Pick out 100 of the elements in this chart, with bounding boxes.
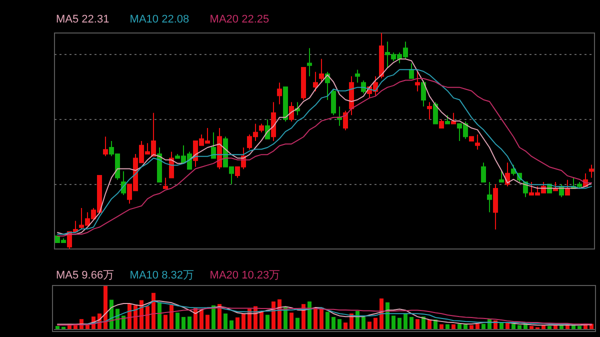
- candlestick: [589, 164, 594, 178]
- candlestick: [421, 80, 426, 107]
- candlestick: [211, 132, 216, 159]
- bar: [530, 326, 534, 329]
- candlestick: [487, 182, 492, 213]
- candlestick: [379, 32, 384, 79]
- candlestick: [307, 48, 312, 77]
- bar: [344, 322, 348, 329]
- bar: [338, 319, 342, 329]
- candlestick: [439, 118, 444, 129]
- candlestick: [553, 182, 558, 192]
- candlestick: [301, 67, 306, 100]
- candlestick: [427, 102, 432, 120]
- bar: [296, 318, 300, 329]
- candlestick: [259, 123, 264, 133]
- bar: [284, 307, 288, 329]
- bar: [218, 304, 222, 329]
- bar: [266, 314, 270, 329]
- bar: [482, 324, 486, 329]
- candlestick: [163, 177, 168, 190]
- bar: [314, 308, 318, 329]
- bar: [332, 316, 336, 329]
- bar: [452, 324, 456, 329]
- candlestick: [451, 112, 456, 124]
- candlestick: [319, 58, 324, 84]
- bar: [374, 318, 378, 329]
- bar: [362, 316, 366, 329]
- bar: [404, 314, 408, 329]
- bar: [230, 320, 234, 329]
- candlestick: [217, 128, 222, 170]
- text: MA5 22.31: [56, 14, 110, 26]
- bar: [548, 326, 552, 329]
- bar: [458, 324, 462, 329]
- text: MA20 10.23万: [210, 270, 280, 282]
- candlestick: [361, 80, 366, 94]
- candlestick: [409, 62, 414, 79]
- candlestick: [103, 136, 108, 157]
- bar: [242, 314, 246, 329]
- candlestick: [433, 102, 438, 124]
- bar: [224, 314, 228, 329]
- bar: [368, 322, 372, 329]
- candlestick: [469, 136, 474, 142]
- bar: [320, 308, 324, 329]
- candlestick: [355, 69, 360, 84]
- candlestick: [475, 134, 480, 150]
- bar: [122, 316, 126, 329]
- bar: [440, 324, 444, 329]
- bar: [206, 314, 210, 329]
- bar: [464, 324, 468, 329]
- bar: [182, 316, 186, 329]
- bar: [422, 316, 426, 329]
- bar: [302, 304, 306, 329]
- candlestick: [313, 71, 318, 92]
- bar: [470, 325, 474, 329]
- text: MA10 22.08: [130, 14, 190, 26]
- bar: [212, 305, 216, 329]
- bar: [158, 302, 162, 329]
- bar: [260, 312, 264, 329]
- text: MA20 22.25: [210, 14, 270, 26]
- text: MA10 8.32万: [130, 270, 194, 282]
- candlestick: [565, 179, 570, 196]
- bar: [164, 314, 168, 329]
- candlestick: [493, 184, 498, 230]
- candlestick: [283, 86, 288, 122]
- bar: [146, 306, 150, 329]
- candlestick: [331, 88, 336, 116]
- candlestick: [481, 162, 486, 183]
- bar: [236, 317, 240, 329]
- bar: [392, 316, 396, 329]
- bar: [476, 324, 480, 329]
- bar: [128, 304, 132, 329]
- candlestick: [169, 151, 174, 178]
- candlestick: [415, 71, 420, 92]
- text: MA5 9.66万: [56, 270, 114, 282]
- bar: [170, 304, 174, 329]
- candlestick: [499, 170, 504, 183]
- bar: [578, 326, 582, 329]
- candlestick: [271, 102, 276, 142]
- bar: [326, 312, 330, 329]
- bar: [56, 326, 60, 329]
- candlestick: [277, 82, 282, 105]
- bar: [428, 320, 432, 329]
- candlestick: [157, 146, 162, 183]
- bar: [356, 310, 360, 329]
- candlestick: [445, 114, 450, 124]
- bar: [188, 316, 192, 329]
- bar: [518, 325, 522, 329]
- bar: [290, 312, 294, 329]
- bar: [308, 301, 312, 329]
- candlestick: [343, 110, 348, 131]
- bar: [200, 310, 204, 329]
- bar: [380, 298, 384, 329]
- bar: [104, 286, 108, 329]
- bar: [176, 312, 180, 329]
- bar: [152, 292, 156, 329]
- bar: [398, 318, 402, 329]
- bar: [446, 324, 450, 329]
- candlestick: [289, 102, 294, 122]
- bar: [512, 324, 516, 329]
- bar: [410, 316, 414, 329]
